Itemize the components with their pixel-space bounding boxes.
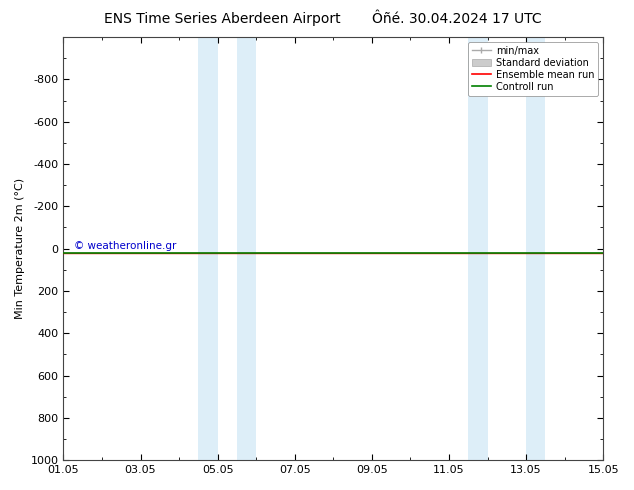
Bar [237,37,256,460]
Y-axis label: Min Temperature 2m (°C): Min Temperature 2m (°C) [15,178,25,319]
Bar [198,37,217,460]
Legend: min/max, Standard deviation, Ensemble mean run, Controll run: min/max, Standard deviation, Ensemble me… [468,42,598,96]
Bar [469,37,488,460]
Text: ENS Time Series Aberdeen Airport: ENS Time Series Aberdeen Airport [103,12,340,26]
Text: © weatheronline.gr: © weatheronline.gr [74,242,177,251]
Bar [526,37,545,460]
Text: Ôñé. 30.04.2024 17 UTC: Ôñé. 30.04.2024 17 UTC [372,12,541,26]
